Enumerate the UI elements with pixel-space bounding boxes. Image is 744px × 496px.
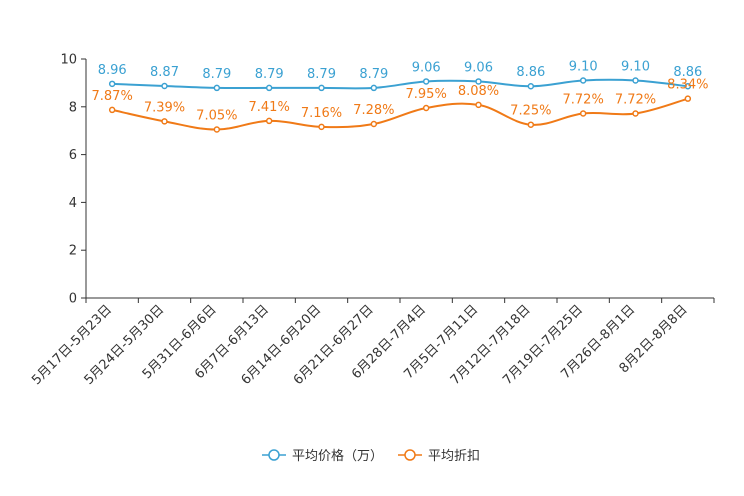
data-label: 8.79	[307, 67, 336, 82]
data-point	[527, 82, 535, 90]
series-line	[112, 78, 688, 90]
data-point	[579, 77, 587, 84]
data-point	[684, 82, 692, 90]
y-tick-label: 4	[69, 196, 77, 211]
y-tick-label: 6	[69, 148, 77, 163]
data-label: 8.86	[673, 65, 702, 80]
data-label: 8.86	[516, 65, 545, 80]
data-label: 9.06	[464, 60, 493, 75]
y-tick-label: 2	[69, 244, 77, 259]
legend-label: 平均折扣	[428, 449, 480, 464]
data-point	[422, 104, 430, 112]
legend-item-average-discount[interactable]: 平均折扣	[398, 449, 480, 464]
legend-marker-icon	[268, 449, 280, 461]
data-label: 7.05%	[196, 109, 237, 124]
data-point	[422, 78, 430, 85]
data-label: 9.10	[569, 60, 598, 75]
data-label: 7.16%	[301, 106, 342, 121]
data-label: 7.39%	[144, 100, 185, 115]
data-label: 8.79	[359, 67, 388, 82]
data-label: 7.28%	[353, 103, 394, 118]
y-tick-label: 8	[69, 100, 77, 115]
data-point	[370, 84, 378, 92]
data-label: 7.95%	[406, 87, 447, 102]
data-point	[632, 110, 639, 117]
data-point	[265, 84, 273, 92]
data-point	[475, 101, 482, 109]
data-label: 7.25%	[510, 104, 551, 119]
series-average-discount: 7.87% 7.39% 7.05% 7.41% 7.16% 7.28% 7.95% 8.08%…	[92, 78, 708, 133]
series-average-price: 8.96 8.87 8.79 8.79 8.79 8.79 9.06 9.06 8.86 9.10…	[98, 60, 702, 92]
data-point	[475, 78, 482, 85]
data-point	[108, 106, 116, 114]
data-point	[213, 126, 221, 133]
data-label: 8.96	[98, 63, 127, 78]
data-label: 9.06	[412, 60, 441, 75]
data-label: 7.72%	[615, 92, 656, 107]
data-point	[579, 110, 587, 117]
series-line	[111, 97, 689, 131]
data-point	[527, 121, 535, 128]
data-point	[265, 117, 273, 125]
data-point	[161, 118, 168, 125]
y-tick-label: 0	[69, 292, 77, 307]
chart-legend[interactable]: 平均价格（万） 平均折扣	[262, 448, 480, 464]
legend-marker-icon	[404, 449, 416, 461]
data-point	[108, 80, 116, 88]
data-point	[370, 120, 378, 128]
data-label: 8.87	[150, 65, 179, 80]
data-label: 7.72%	[563, 92, 604, 107]
data-label: 8.08%	[458, 84, 499, 99]
data-point	[318, 84, 325, 92]
data-label: 7.87%	[92, 89, 133, 104]
data-label: 8.79	[202, 67, 231, 82]
data-label: 9.10	[621, 60, 650, 75]
y-tick-label: 10	[60, 53, 77, 68]
data-label: 8.34%	[667, 78, 708, 93]
data-label: 7.41%	[249, 100, 290, 115]
data-point	[213, 84, 221, 92]
chart-series: 8.96 8.87 8.79 8.79 8.79 8.79 9.06 9.06 8.86 9.10…	[92, 60, 708, 133]
legend-item-average-price[interactable]: 平均价格（万）	[262, 448, 383, 464]
data-label: 8.79	[255, 67, 284, 82]
data-point	[161, 82, 168, 90]
data-point	[684, 95, 692, 102]
data-point	[318, 123, 325, 131]
data-point	[632, 77, 639, 84]
legend-label: 平均价格（万）	[292, 448, 383, 464]
